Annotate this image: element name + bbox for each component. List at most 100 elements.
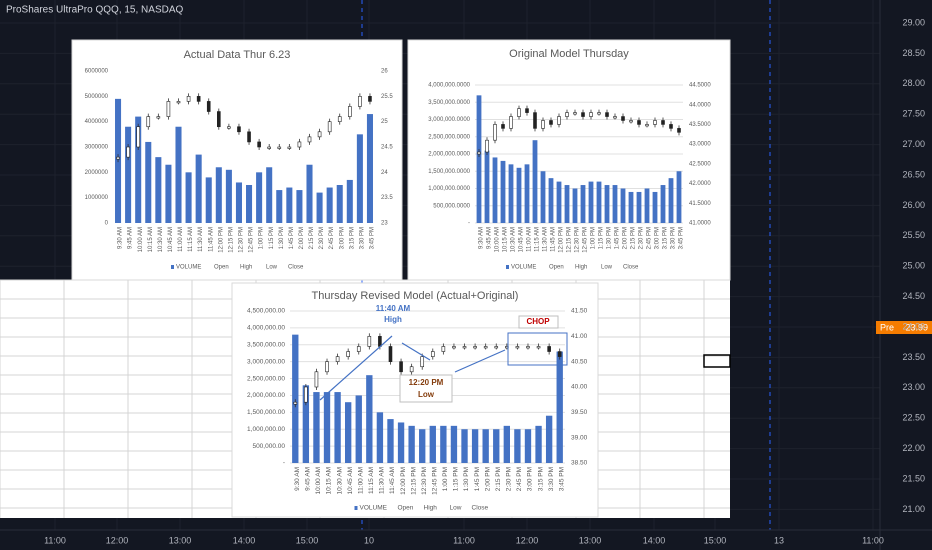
volume-bar [429,425,436,463]
x-tick-label: 1:00 PM [591,227,597,249]
candle-body [613,116,617,119]
y-tick-label: 2000000 [85,170,109,176]
candle-body [367,336,372,347]
price-marker [876,321,932,334]
y2-tick-label: 44.0000 [689,102,711,108]
y-tick-label: 0 [105,221,109,227]
x-tick-label: 12:15 PM [410,467,417,495]
volume-bar [296,190,303,223]
volume-bar [516,167,522,223]
volume-bar [572,188,578,223]
candle-body [589,112,593,117]
x-tick-label: 1:30 PM [463,467,470,491]
y2-tick-label: 40.00 [571,384,588,391]
candle-body [317,131,322,138]
x-tick-label: 11:15 AM [535,227,541,252]
x-tick-label: 3:15 PM [663,227,669,249]
y2-tick-label: 43.5000 [689,122,711,128]
time-tick-label: 12:00 [516,535,539,545]
volume-bar [336,185,343,223]
volume-bar [155,157,162,223]
volume-bar [175,126,182,223]
candle-body [515,346,520,349]
x-tick-label: 12:45 PM [432,467,439,495]
y-tick-label: 1,000,000.0000 [428,186,470,192]
candle-body [605,112,609,117]
candle-body [348,106,352,117]
x-tick-label: 1:00 PM [259,227,265,249]
y2-tick-label: 24 [381,170,388,176]
legend-swatch [506,265,509,269]
volume-bar [355,395,362,463]
time-tick-label: 12:00 [106,535,129,545]
y-tick-label: - [283,460,285,467]
candle-body [494,346,499,349]
x-tick-label: 2:30 PM [506,467,513,491]
volume-bar [484,150,490,223]
volume-bar [376,412,384,463]
y-tick-label: 3,000,000.00 [247,358,285,365]
y2-tick-label: 24.5 [381,145,393,151]
x-tick-label: 9:45 AM [128,227,134,249]
candle-body [356,346,361,352]
y-tick-label: 5000000 [85,94,109,100]
y2-tick-label: 39.00 [571,434,588,441]
time-tick-label: 15:00 [704,535,727,545]
candle-body [257,141,261,148]
time-tick-label: 13 [774,535,784,545]
y-tick-label: 4,000,000.00 [247,325,285,332]
volume-bar [334,392,341,463]
volume-bar [205,177,212,223]
y2-tick-label: 44.5000 [689,83,711,89]
volume-bar [556,351,563,463]
candle-body [653,120,657,125]
candle-body [473,346,477,349]
legend-label: Open [398,505,414,512]
time-tick-label: 10 [364,535,374,545]
legend-swatch [354,506,358,510]
x-tick-label: 11:15 AM [368,467,375,494]
candle-body [430,351,435,357]
x-tick-label: 12:45 PM [249,227,255,253]
volume-bar [636,191,642,223]
volume-bar [461,429,468,463]
time-tick-label: 11:00 [453,535,475,545]
time-tick-label: 13:00 [579,535,602,545]
volume-bar [397,422,405,463]
y-tick-label: 2,000,000.0000 [428,152,470,158]
candle-body [573,112,577,115]
volume-bar [644,188,650,223]
legend-label: Low [601,265,613,271]
candle-body [247,131,251,143]
volume-bar [471,429,479,463]
chart-title: Actual Data Thur 6.23 [184,49,291,61]
candle-body [358,96,362,107]
y2-tick-label: 23.5 [381,195,393,201]
x-tick-label: 11:45 AM [389,467,396,494]
legend-label: Close [472,505,489,512]
candle-body [541,120,545,129]
volume-bar [145,141,152,223]
y-tick-label: 4,500,000.00 [247,308,285,315]
volume-bar [419,429,426,463]
price-tick-label: 22.50 [902,413,925,423]
x-tick-label: 2:00 PM [623,227,629,249]
x-tick-label: 2:45 PM [647,227,653,249]
x-tick-label: 1:15 PM [599,227,605,249]
candle-body [378,336,382,347]
legend-label: Low [450,505,462,512]
price-tick-label: 28.50 [902,48,925,58]
candle-body [304,386,308,403]
volume-bar [476,95,482,223]
volume-bar [503,425,510,463]
y-tick-label: 3000000 [85,145,109,151]
annotation-box [399,374,453,403]
volume-bar [580,185,586,223]
volume-bar [195,154,202,223]
chart-title: Original Model Thursday [509,48,629,60]
candle-body [267,146,271,149]
volume-bar [620,188,626,223]
volume-bar [135,116,142,223]
candle-body [629,120,633,123]
